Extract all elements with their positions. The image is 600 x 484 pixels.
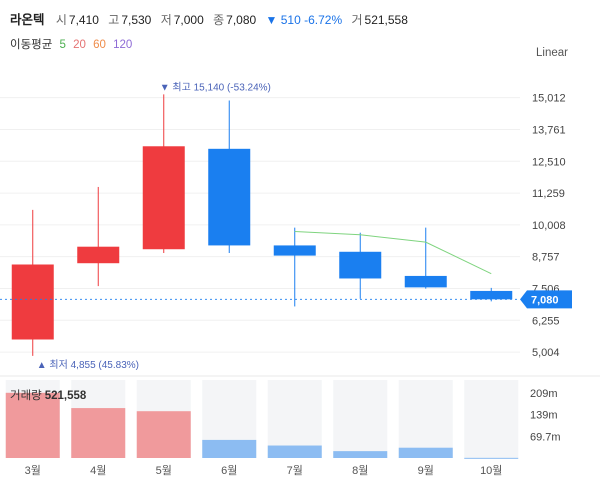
- candle-body[interactable]: [470, 290, 513, 300]
- volume-bar[interactable]: [202, 439, 257, 458]
- candle-body[interactable]: [208, 148, 251, 246]
- volume-bar[interactable]: [398, 447, 453, 458]
- candle-body[interactable]: [11, 264, 54, 340]
- candle-body[interactable]: [404, 275, 447, 288]
- high-label: 고: [108, 13, 120, 27]
- x-axis-label: 9월: [418, 464, 434, 477]
- volume-value: 521,558: [364, 13, 408, 27]
- volume-bar[interactable]: [71, 408, 126, 458]
- candle-body[interactable]: [77, 246, 120, 264]
- volume-bar[interactable]: [267, 445, 322, 458]
- open-value: 7,410: [68, 13, 99, 27]
- scale-toggle-button[interactable]: Linear: [536, 47, 568, 59]
- volume-panel-title: 거래량: [10, 390, 42, 402]
- close-value: 7,080: [226, 13, 257, 27]
- volume-axis-tick: 139m: [530, 410, 558, 422]
- ma20-legend[interactable]: 20: [73, 39, 86, 51]
- price-axis-tick: 11,259: [532, 188, 565, 200]
- close-label: 종: [213, 13, 225, 27]
- quote-header: 라온텍 시 7,410 고 7,530 저 7,000 종 7,080 ▼ 510 -6…: [10, 9, 414, 28]
- stock-name: 라온텍: [10, 13, 45, 27]
- volume-axis-tick: 209m: [530, 388, 558, 400]
- candle-body[interactable]: [339, 251, 382, 279]
- price-axis-tick: 5,004: [532, 347, 560, 359]
- price-axis-tick: 13,761: [532, 124, 566, 136]
- x-axis-label: 4월: [90, 464, 106, 477]
- volume-bar[interactable]: [5, 392, 60, 458]
- change-value: ▼ 510 -6.72%: [265, 13, 343, 27]
- volume-column-bg: [398, 380, 453, 458]
- volume-panel-label: 거래량 521,558: [10, 387, 86, 403]
- volume-bar[interactable]: [136, 411, 191, 458]
- current-price-label: 7,080: [531, 294, 559, 306]
- price-axis-tick: 6,255: [532, 315, 560, 327]
- high-value: 7,530: [121, 13, 152, 27]
- x-axis-label: 3월: [25, 464, 41, 477]
- volume-panel-value: 521,558: [44, 390, 87, 402]
- open-label: 시: [55, 13, 67, 27]
- current-price-tag: [520, 290, 572, 309]
- ma5-line: [294, 230, 492, 275]
- x-axis-label: 6월: [221, 464, 237, 477]
- price-axis-tick: 12,510: [532, 156, 566, 168]
- high-annotation: ▼ 최고 15,140 (-53.24%): [160, 81, 271, 93]
- volume-column-bg: [464, 380, 519, 458]
- x-axis-label: 5월: [156, 464, 172, 477]
- ma60-legend[interactable]: 60: [93, 39, 106, 51]
- moving-average-legend: 이동평균 5 20 60 120: [10, 36, 132, 52]
- low-label: 저: [160, 13, 172, 27]
- x-axis-label: 10월: [480, 464, 502, 477]
- volume-axis-tick: 69.7m: [530, 431, 561, 443]
- ma120-legend[interactable]: 120: [113, 39, 133, 51]
- candle-body[interactable]: [142, 146, 185, 250]
- x-axis-label: 8월: [352, 464, 368, 477]
- volume-column-bg: [267, 380, 322, 458]
- volume-bar[interactable]: [464, 457, 519, 459]
- candle-body[interactable]: [273, 245, 316, 256]
- price-axis-tick: 8,757: [532, 252, 560, 264]
- low-value: 7,000: [173, 13, 204, 27]
- low-annotation: ▲ 최저 4,855 (45.83%): [37, 359, 139, 371]
- volume-column-bg: [333, 380, 388, 458]
- ma-legend-label: 이동평균: [10, 39, 53, 51]
- volume-bar[interactable]: [333, 451, 388, 458]
- volume-label: 거: [351, 13, 363, 27]
- price-axis-tick: 10,008: [532, 220, 566, 232]
- ma5-legend[interactable]: 5: [59, 39, 66, 51]
- x-axis-label: 7월: [287, 464, 303, 477]
- price-axis-tick: 15,012: [532, 93, 566, 105]
